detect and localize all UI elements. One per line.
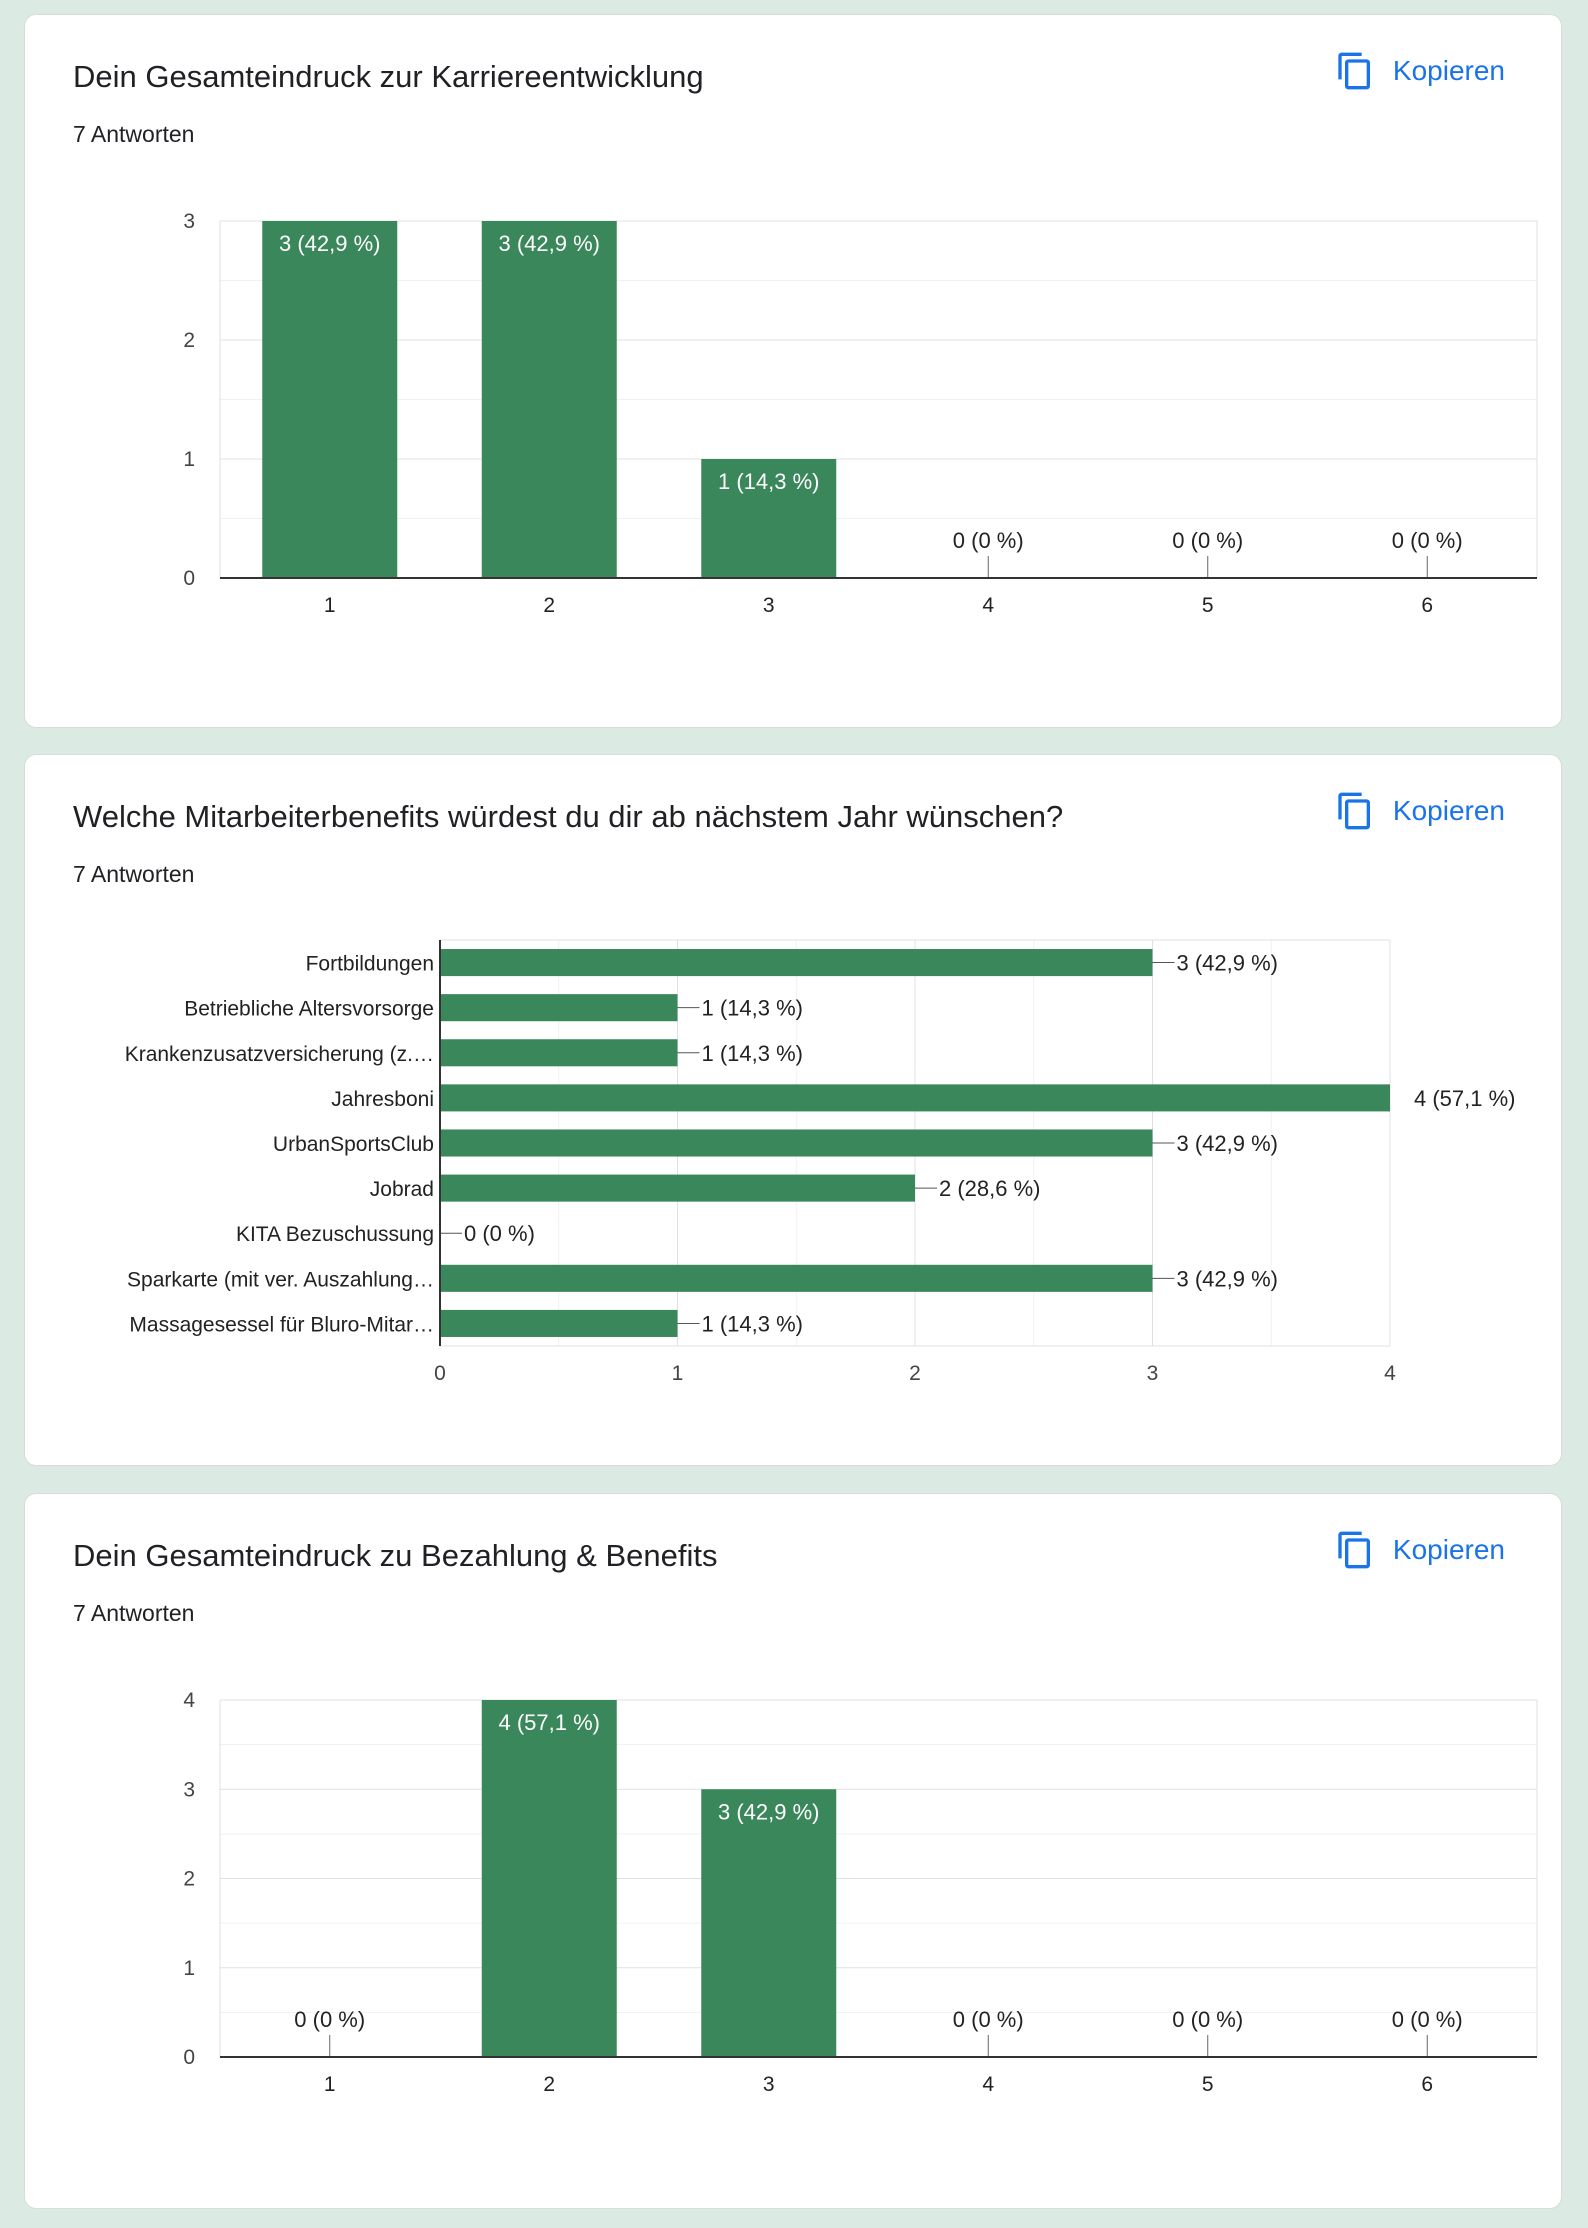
bar-data-label: 1 (14,3 %) bbox=[702, 1041, 804, 1066]
bar bbox=[262, 221, 398, 578]
bar bbox=[440, 1264, 1153, 1292]
bar bbox=[481, 221, 617, 578]
bar-data-label: 1 (14,3 %) bbox=[702, 996, 804, 1021]
bar-data-label: 0 (0 %) bbox=[1172, 2007, 1243, 2032]
bar bbox=[440, 1039, 678, 1067]
x-tick-label: 2 bbox=[543, 2073, 555, 2096]
question-title: Dein Gesamteindruck zu Bezahlung & Benef… bbox=[73, 1538, 718, 1573]
bar-data-label: 0 (0 %) bbox=[1392, 528, 1463, 553]
bar bbox=[440, 1084, 1390, 1112]
copy-button[interactable]: Kopieren bbox=[1335, 1530, 1505, 1570]
y-tick-label: 0 bbox=[183, 567, 195, 590]
bar bbox=[701, 459, 837, 578]
bar bbox=[440, 994, 678, 1022]
category-label: Krankenzusatzversicherung (z.… bbox=[125, 1043, 434, 1066]
category-label: Jobrad bbox=[370, 1178, 434, 1201]
x-tick-label: 2 bbox=[543, 594, 555, 617]
vertical-bar-chart-pay: 0 1 2 3 4 0 (0 %) 1 4 (57,1 %) 2 3 (42,9 %) 3 0 (0 … bbox=[183, 1689, 1538, 2096]
bar bbox=[440, 1129, 1153, 1157]
x-tick-label: 3 bbox=[1147, 1362, 1159, 1385]
copy-icon bbox=[1335, 1530, 1375, 1570]
bar bbox=[440, 1174, 915, 1202]
y-tick-label: 3 bbox=[183, 1778, 195, 1801]
bar-data-label: 3 (42,9 %) bbox=[1177, 951, 1279, 976]
x-tick-label: 1 bbox=[324, 594, 336, 617]
copy-label: Kopieren bbox=[1392, 795, 1505, 826]
category-label: Fortbildungen bbox=[306, 953, 434, 976]
x-tick-label: 4 bbox=[982, 2073, 994, 2096]
response-count: 7 Antworten bbox=[73, 861, 195, 887]
x-tick-label: 0 bbox=[434, 1362, 446, 1385]
y-tick-label: 1 bbox=[183, 1957, 195, 1980]
bar-data-label: 0 (0 %) bbox=[953, 2007, 1024, 2032]
x-tick-label: 2 bbox=[909, 1362, 921, 1385]
y-tick-label: 1 bbox=[183, 448, 195, 471]
question-card-career: Dein Gesamteindruck zur Karriereentwickl… bbox=[24, 14, 1562, 728]
copy-label: Kopieren bbox=[1392, 1534, 1505, 1565]
y-tick-label: 2 bbox=[183, 329, 195, 352]
response-count: 7 Antworten bbox=[73, 1600, 195, 1626]
category-label: Massagesessel für Bluro-Mitar… bbox=[129, 1313, 434, 1336]
bar-data-label: 0 (0 %) bbox=[1392, 2007, 1463, 2032]
bar-data-label: 3 (42,9 %) bbox=[499, 231, 601, 256]
bar-data-label: 4 (57,1 %) bbox=[1414, 1086, 1516, 1111]
bar-data-label: 3 (42,9 %) bbox=[1177, 1131, 1279, 1156]
x-tick-label: 4 bbox=[1384, 1362, 1396, 1385]
bar bbox=[440, 1309, 678, 1337]
x-tick-label: 5 bbox=[1202, 2073, 1214, 2096]
response-count: 7 Antworten bbox=[73, 121, 195, 147]
category-label: Jahresboni bbox=[331, 1088, 434, 1111]
x-tick-label: 1 bbox=[324, 2073, 336, 2096]
bar-data-label: 0 (0 %) bbox=[1172, 528, 1243, 553]
bar-data-label: 0 (0 %) bbox=[464, 1221, 535, 1246]
bar-data-label: 2 (28,6 %) bbox=[939, 1176, 1041, 1201]
bar bbox=[481, 1700, 617, 2057]
x-tick-label: 3 bbox=[763, 2073, 775, 2096]
x-tick-label: 6 bbox=[1421, 594, 1433, 617]
bar-data-label: 4 (57,1 %) bbox=[499, 1710, 601, 1735]
question-card-benefits: Welche Mitarbeiterbenefits würdest du di… bbox=[24, 754, 1562, 1466]
bar-data-label: 3 (42,9 %) bbox=[718, 1799, 820, 1824]
question-card-pay: Dein Gesamteindruck zu Bezahlung & Benef… bbox=[24, 1493, 1562, 2209]
y-tick-label: 0 bbox=[183, 2046, 195, 2069]
copy-button[interactable]: Kopieren bbox=[1335, 51, 1505, 91]
question-title: Dein Gesamteindruck zur Karriereentwickl… bbox=[73, 59, 704, 94]
category-label: KITA Bezuschussung bbox=[236, 1223, 434, 1246]
x-tick-label: 6 bbox=[1421, 2073, 1433, 2096]
x-tick-label: 4 bbox=[982, 594, 994, 617]
bar bbox=[701, 1789, 837, 2057]
copy-icon bbox=[1335, 51, 1375, 91]
y-tick-label: 3 bbox=[183, 210, 195, 233]
bar-data-label: 0 (0 %) bbox=[953, 528, 1024, 553]
x-tick-label: 5 bbox=[1202, 594, 1214, 617]
x-tick-label: 3 bbox=[763, 594, 775, 617]
bar-data-label: 3 (42,9 %) bbox=[1177, 1266, 1279, 1291]
bar-data-label: 1 (14,3 %) bbox=[718, 469, 820, 494]
y-tick-label: 4 bbox=[183, 1689, 195, 1712]
bar-data-label: 3 (42,9 %) bbox=[279, 231, 381, 256]
copy-button[interactable]: Kopieren bbox=[1335, 791, 1505, 831]
horizontal-bar-chart-benefits: 0 1 2 3 4 3 (42,9 %) Fortbildungen 1 (14,3 %) Be… bbox=[125, 939, 1516, 1385]
bar-data-label: 1 (14,3 %) bbox=[702, 1311, 804, 1336]
bar bbox=[440, 949, 1153, 977]
vertical-bar-chart-career: 0 1 2 3 3 (42,9 %) 1 3 (42,9 %) 2 1 (14,3 %) 3 0 (… bbox=[183, 210, 1538, 617]
category-label: UrbanSportsClub bbox=[273, 1133, 434, 1156]
question-title: Welche Mitarbeiterbenefits würdest du di… bbox=[73, 799, 1064, 834]
y-tick-label: 2 bbox=[183, 1868, 195, 1891]
category-label: Sparkarte (mit ver. Auszahlung… bbox=[127, 1268, 434, 1291]
copy-label: Kopieren bbox=[1392, 55, 1505, 86]
copy-icon bbox=[1335, 791, 1375, 831]
bar-data-label: 0 (0 %) bbox=[294, 2007, 365, 2032]
category-label: Betriebliche Altersvorsorge bbox=[184, 998, 434, 1021]
x-tick-label: 1 bbox=[672, 1362, 684, 1385]
